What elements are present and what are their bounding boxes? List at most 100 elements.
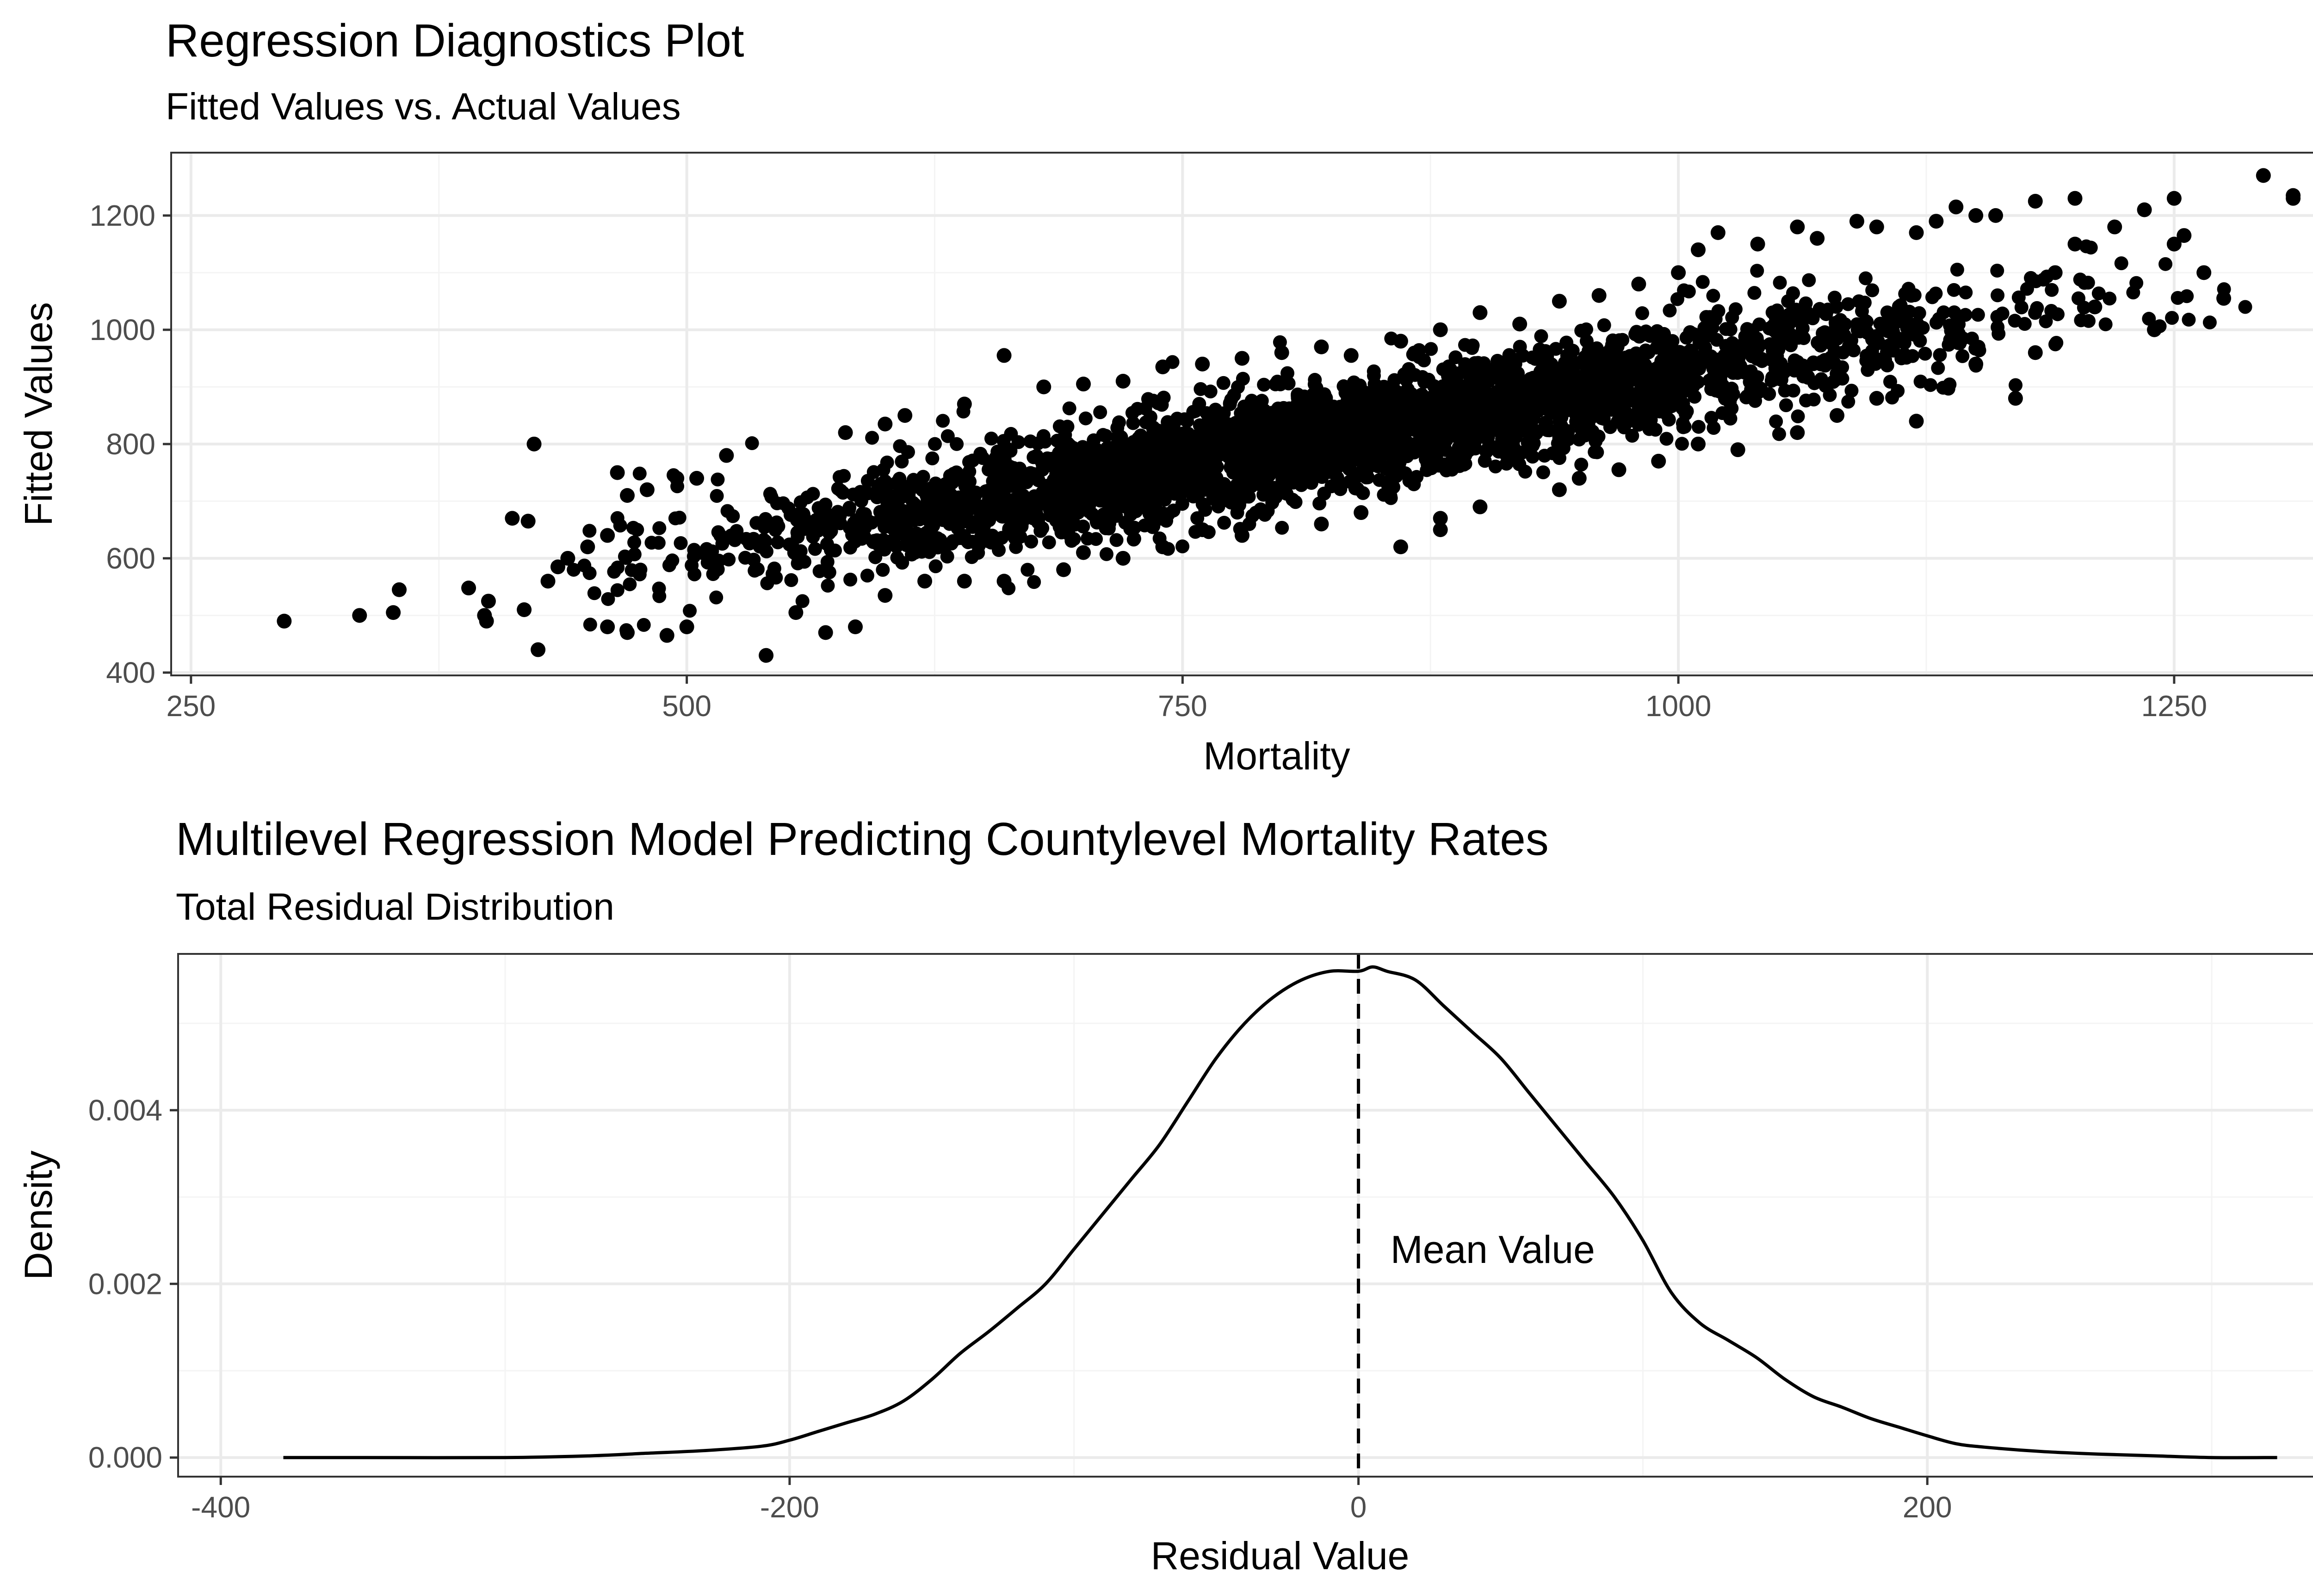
scatter-y-tick-label: 1200 — [90, 199, 155, 232]
scatter-point — [1275, 520, 1289, 535]
scatter-point — [2028, 345, 2043, 360]
scatter-point — [1770, 349, 1784, 364]
scatter-point — [758, 534, 773, 549]
scatter-point — [1865, 283, 1880, 297]
scatter-point — [1617, 398, 1631, 412]
scatter-point — [2047, 265, 2063, 280]
scatter-point — [1111, 433, 1126, 447]
scatter-point — [812, 564, 827, 578]
scatter-point — [996, 574, 1012, 589]
scatter-point — [1380, 401, 1394, 415]
scatter-point — [1521, 435, 1535, 450]
scatter-point — [1333, 481, 1348, 495]
scatter-point — [1559, 335, 1574, 350]
scatter-point — [1190, 511, 1205, 526]
scatter-point — [1676, 396, 1690, 411]
scatter-point — [1377, 379, 1391, 394]
scatter-point — [1490, 387, 1505, 401]
scatter-point — [1285, 445, 1299, 459]
scatter-point — [1096, 507, 1111, 522]
scatter-point — [1056, 505, 1070, 519]
scatter-point — [1459, 440, 1473, 455]
scatter-point — [505, 511, 520, 526]
scatter-point — [1076, 520, 1090, 534]
scatter-point — [1841, 395, 1855, 409]
scatter-point — [1234, 351, 1249, 366]
scatter-point — [1109, 533, 1124, 547]
scatter-point — [1450, 428, 1464, 443]
density-x-tick-label: 0 — [1350, 1491, 1367, 1524]
scatter-point — [946, 467, 961, 481]
scatter-point — [1126, 532, 1141, 547]
scatter-point — [1003, 501, 1018, 515]
scatter-point — [760, 576, 774, 590]
scatter-point — [838, 425, 853, 440]
scatter-point — [1103, 491, 1117, 505]
scatter-point — [957, 574, 972, 589]
scatter-point — [1026, 467, 1040, 481]
scatter-point — [1777, 336, 1791, 350]
scatter-point — [1755, 352, 1769, 366]
scatter-point — [808, 542, 822, 556]
scatter-point — [637, 618, 651, 632]
scatter-point — [1958, 308, 1973, 322]
scatter-point — [1280, 487, 1294, 501]
scatter-axes: 250 500 750 1000 1250 400 600 800 1000 1200 — [90, 199, 2207, 723]
scatter-point — [2166, 191, 2182, 206]
scatter-point — [1291, 389, 1305, 403]
scatter-point — [1026, 511, 1040, 526]
scatter-point — [1480, 386, 1495, 400]
scatter-point — [1537, 449, 1552, 463]
scatter-point — [1042, 535, 1056, 550]
scatter-point — [1393, 334, 1408, 349]
scatter-point — [1785, 314, 1799, 328]
scatter-point — [1730, 442, 1745, 458]
scatter-point — [1412, 350, 1427, 365]
scatter-point — [1280, 366, 1295, 380]
scatter-point — [1354, 505, 1369, 520]
scatter-point — [822, 526, 836, 540]
scatter-point — [2028, 306, 2042, 320]
scatter-point — [1929, 315, 1943, 330]
scatter-point — [1704, 411, 1719, 425]
scatter-point — [627, 535, 642, 550]
scatter-point — [1554, 410, 1569, 425]
scatter-point — [1040, 487, 1055, 501]
scatter-point — [818, 625, 833, 640]
scatter-point — [1632, 418, 1646, 432]
scatter-point — [1589, 341, 1604, 355]
scatter-points — [277, 168, 2301, 663]
scatter-point — [1061, 470, 1076, 484]
scatter-point — [745, 436, 759, 451]
scatter-point — [769, 515, 784, 530]
scatter-point — [1062, 401, 1076, 415]
scatter-point — [836, 486, 850, 500]
scatter-point — [865, 431, 879, 445]
scatter-point — [582, 524, 597, 538]
scatter-point — [2044, 304, 2059, 318]
scatter-point — [1347, 389, 1361, 403]
scatter-point — [659, 628, 674, 643]
scatter-point — [2142, 312, 2156, 326]
scatter-point — [2166, 236, 2182, 252]
scatter-point — [2028, 193, 2043, 209]
scatter-point — [965, 453, 980, 468]
scatter-point — [981, 463, 996, 477]
scatter-point — [842, 502, 856, 517]
scatter-point — [1244, 394, 1259, 408]
scatter-point — [1739, 390, 1753, 405]
scatter-point — [1150, 475, 1164, 489]
scatter-point — [632, 567, 647, 581]
scatter-point — [1114, 489, 1128, 503]
scatter-point — [2114, 256, 2128, 271]
scatter-point — [878, 588, 893, 603]
scatter-point — [1241, 471, 1255, 486]
scatter-point — [1657, 346, 1672, 361]
scatter-point — [1288, 495, 1303, 509]
scatter-point — [1317, 486, 1331, 501]
scatter-point — [1803, 308, 1818, 322]
scatter-point — [1243, 456, 1257, 470]
scatter-point — [897, 408, 913, 423]
scatter-point — [941, 482, 956, 496]
density-chart: Multilevel Regression Model Predicting C… — [17, 813, 2313, 1577]
